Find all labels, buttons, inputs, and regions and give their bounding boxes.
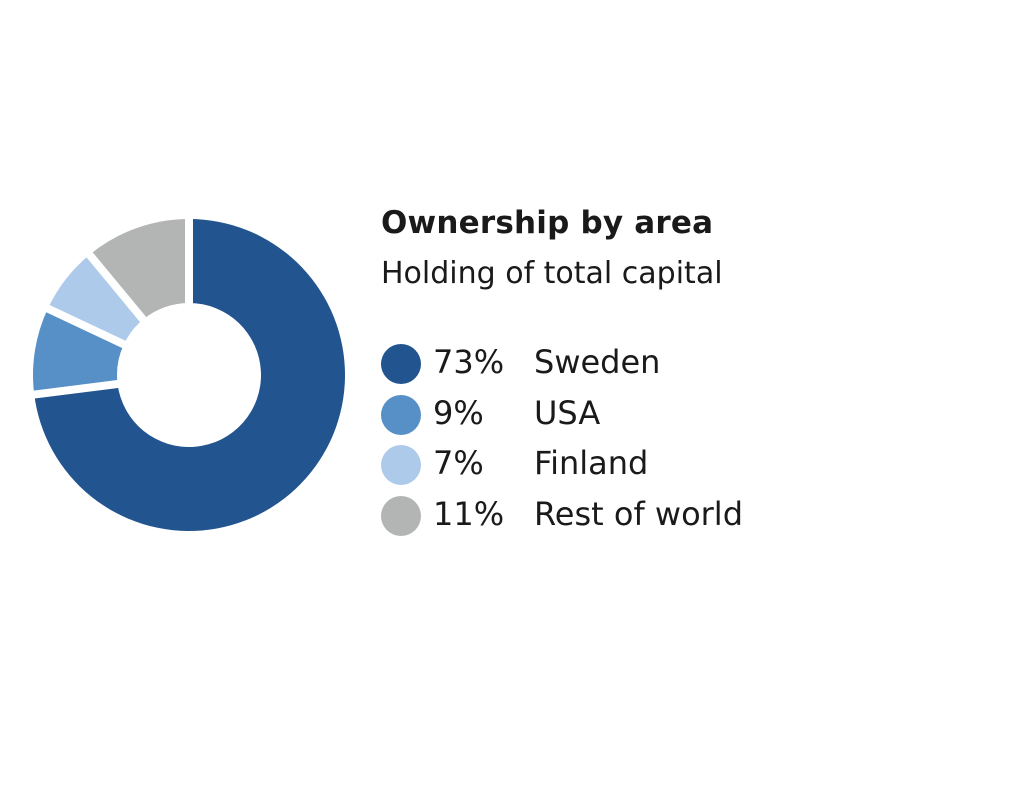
- legend-item-rest-of-world: 11% Rest of world: [381, 492, 801, 543]
- legend-label-finland: Finland: [534, 444, 649, 482]
- legend-label-rest-of-world: Rest of world: [534, 494, 743, 533]
- donut-slice-finland: [47, 254, 144, 345]
- legend-item-finland: 7% Finland: [381, 441, 801, 492]
- legend-label-usa: USA: [534, 393, 601, 432]
- legend-percent-usa: 9%: [433, 393, 484, 432]
- chart-title: Ownership by area: [381, 205, 714, 241]
- donut-slice-rest-of-world: [89, 219, 189, 320]
- legend-swatch-usa: [381, 394, 421, 435]
- chart-subtitle: Holding of total capital: [381, 256, 723, 291]
- slice-separator: [85, 250, 148, 324]
- donut-slice-usa: [33, 308, 124, 395]
- slice-separator: [31, 379, 121, 399]
- legend-item-usa: 9% USA: [381, 391, 801, 442]
- legend-swatch-sweden: [381, 344, 421, 384]
- legend-label-sweden: Sweden: [534, 343, 661, 381]
- legend-swatch-rest-of-world: [381, 495, 421, 536]
- donut-slice-sweden: [34, 219, 346, 531]
- legend-percent-sweden: 73%: [433, 343, 505, 381]
- legend: 73% Sweden 9% USA 7% Finland 11% Rest of…: [381, 340, 801, 542]
- legend-swatch-finland: [381, 445, 421, 485]
- legend-percent-rest-of-world: 11%: [433, 494, 505, 533]
- legend-item-sweden: 73% Sweden: [381, 340, 801, 391]
- slice-separator: [44, 304, 128, 349]
- donut-chart: [31, 217, 346, 531]
- legend-percent-finland: 7%: [433, 444, 484, 482]
